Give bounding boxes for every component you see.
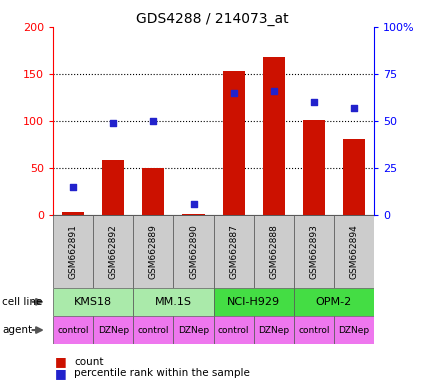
Point <box>110 120 117 126</box>
Bar <box>213 316 254 344</box>
Bar <box>334 316 374 344</box>
Bar <box>173 215 213 288</box>
Bar <box>303 120 325 215</box>
Bar <box>223 71 245 215</box>
Text: DZNep: DZNep <box>258 326 289 334</box>
Bar <box>93 316 133 344</box>
Bar <box>182 214 204 215</box>
Point <box>70 184 76 190</box>
Text: GSM662894: GSM662894 <box>349 224 358 279</box>
Text: control: control <box>138 326 169 334</box>
Bar <box>93 215 133 288</box>
Bar <box>173 316 213 344</box>
Text: DZNep: DZNep <box>98 326 129 334</box>
Bar <box>294 316 334 344</box>
Bar <box>294 215 334 288</box>
Point <box>270 88 277 94</box>
Point <box>150 118 157 124</box>
Text: GSM662887: GSM662887 <box>229 224 238 279</box>
Text: DZNep: DZNep <box>178 326 209 334</box>
Text: GSM662890: GSM662890 <box>189 224 198 279</box>
Text: control: control <box>218 326 249 334</box>
Text: GSM662893: GSM662893 <box>309 224 318 279</box>
Text: OPM-2: OPM-2 <box>316 297 352 307</box>
Bar <box>334 215 374 288</box>
Text: NCI-H929: NCI-H929 <box>227 297 280 307</box>
Bar <box>53 316 93 344</box>
Point <box>190 201 197 207</box>
Bar <box>213 215 254 288</box>
Bar <box>133 288 213 316</box>
Text: ■: ■ <box>55 367 67 380</box>
Text: GSM662889: GSM662889 <box>149 224 158 279</box>
Bar <box>213 288 294 316</box>
Text: ■: ■ <box>55 355 67 368</box>
Text: KMS18: KMS18 <box>74 297 112 307</box>
Bar <box>133 316 173 344</box>
Bar <box>263 57 285 215</box>
Bar <box>53 288 133 316</box>
Bar <box>133 215 173 288</box>
Text: DZNep: DZNep <box>338 326 369 334</box>
Text: MM.1S: MM.1S <box>155 297 192 307</box>
Text: cell line: cell line <box>2 297 42 307</box>
Text: GSM662892: GSM662892 <box>109 224 118 279</box>
Text: control: control <box>298 326 329 334</box>
Point <box>351 105 357 111</box>
Bar <box>294 288 374 316</box>
Text: agent: agent <box>2 325 32 335</box>
Text: count: count <box>74 357 104 367</box>
Point <box>230 90 237 96</box>
Text: GSM662891: GSM662891 <box>69 224 78 279</box>
Bar <box>254 316 294 344</box>
Point <box>310 99 317 105</box>
Bar <box>254 215 294 288</box>
Text: GDS4288 / 214073_at: GDS4288 / 214073_at <box>136 12 289 25</box>
Bar <box>343 139 365 215</box>
Bar <box>142 168 164 215</box>
Bar <box>53 215 93 288</box>
Text: control: control <box>57 326 89 334</box>
Text: percentile rank within the sample: percentile rank within the sample <box>74 368 250 378</box>
Bar <box>62 212 84 215</box>
Text: GSM662888: GSM662888 <box>269 224 278 279</box>
Bar <box>102 161 125 215</box>
